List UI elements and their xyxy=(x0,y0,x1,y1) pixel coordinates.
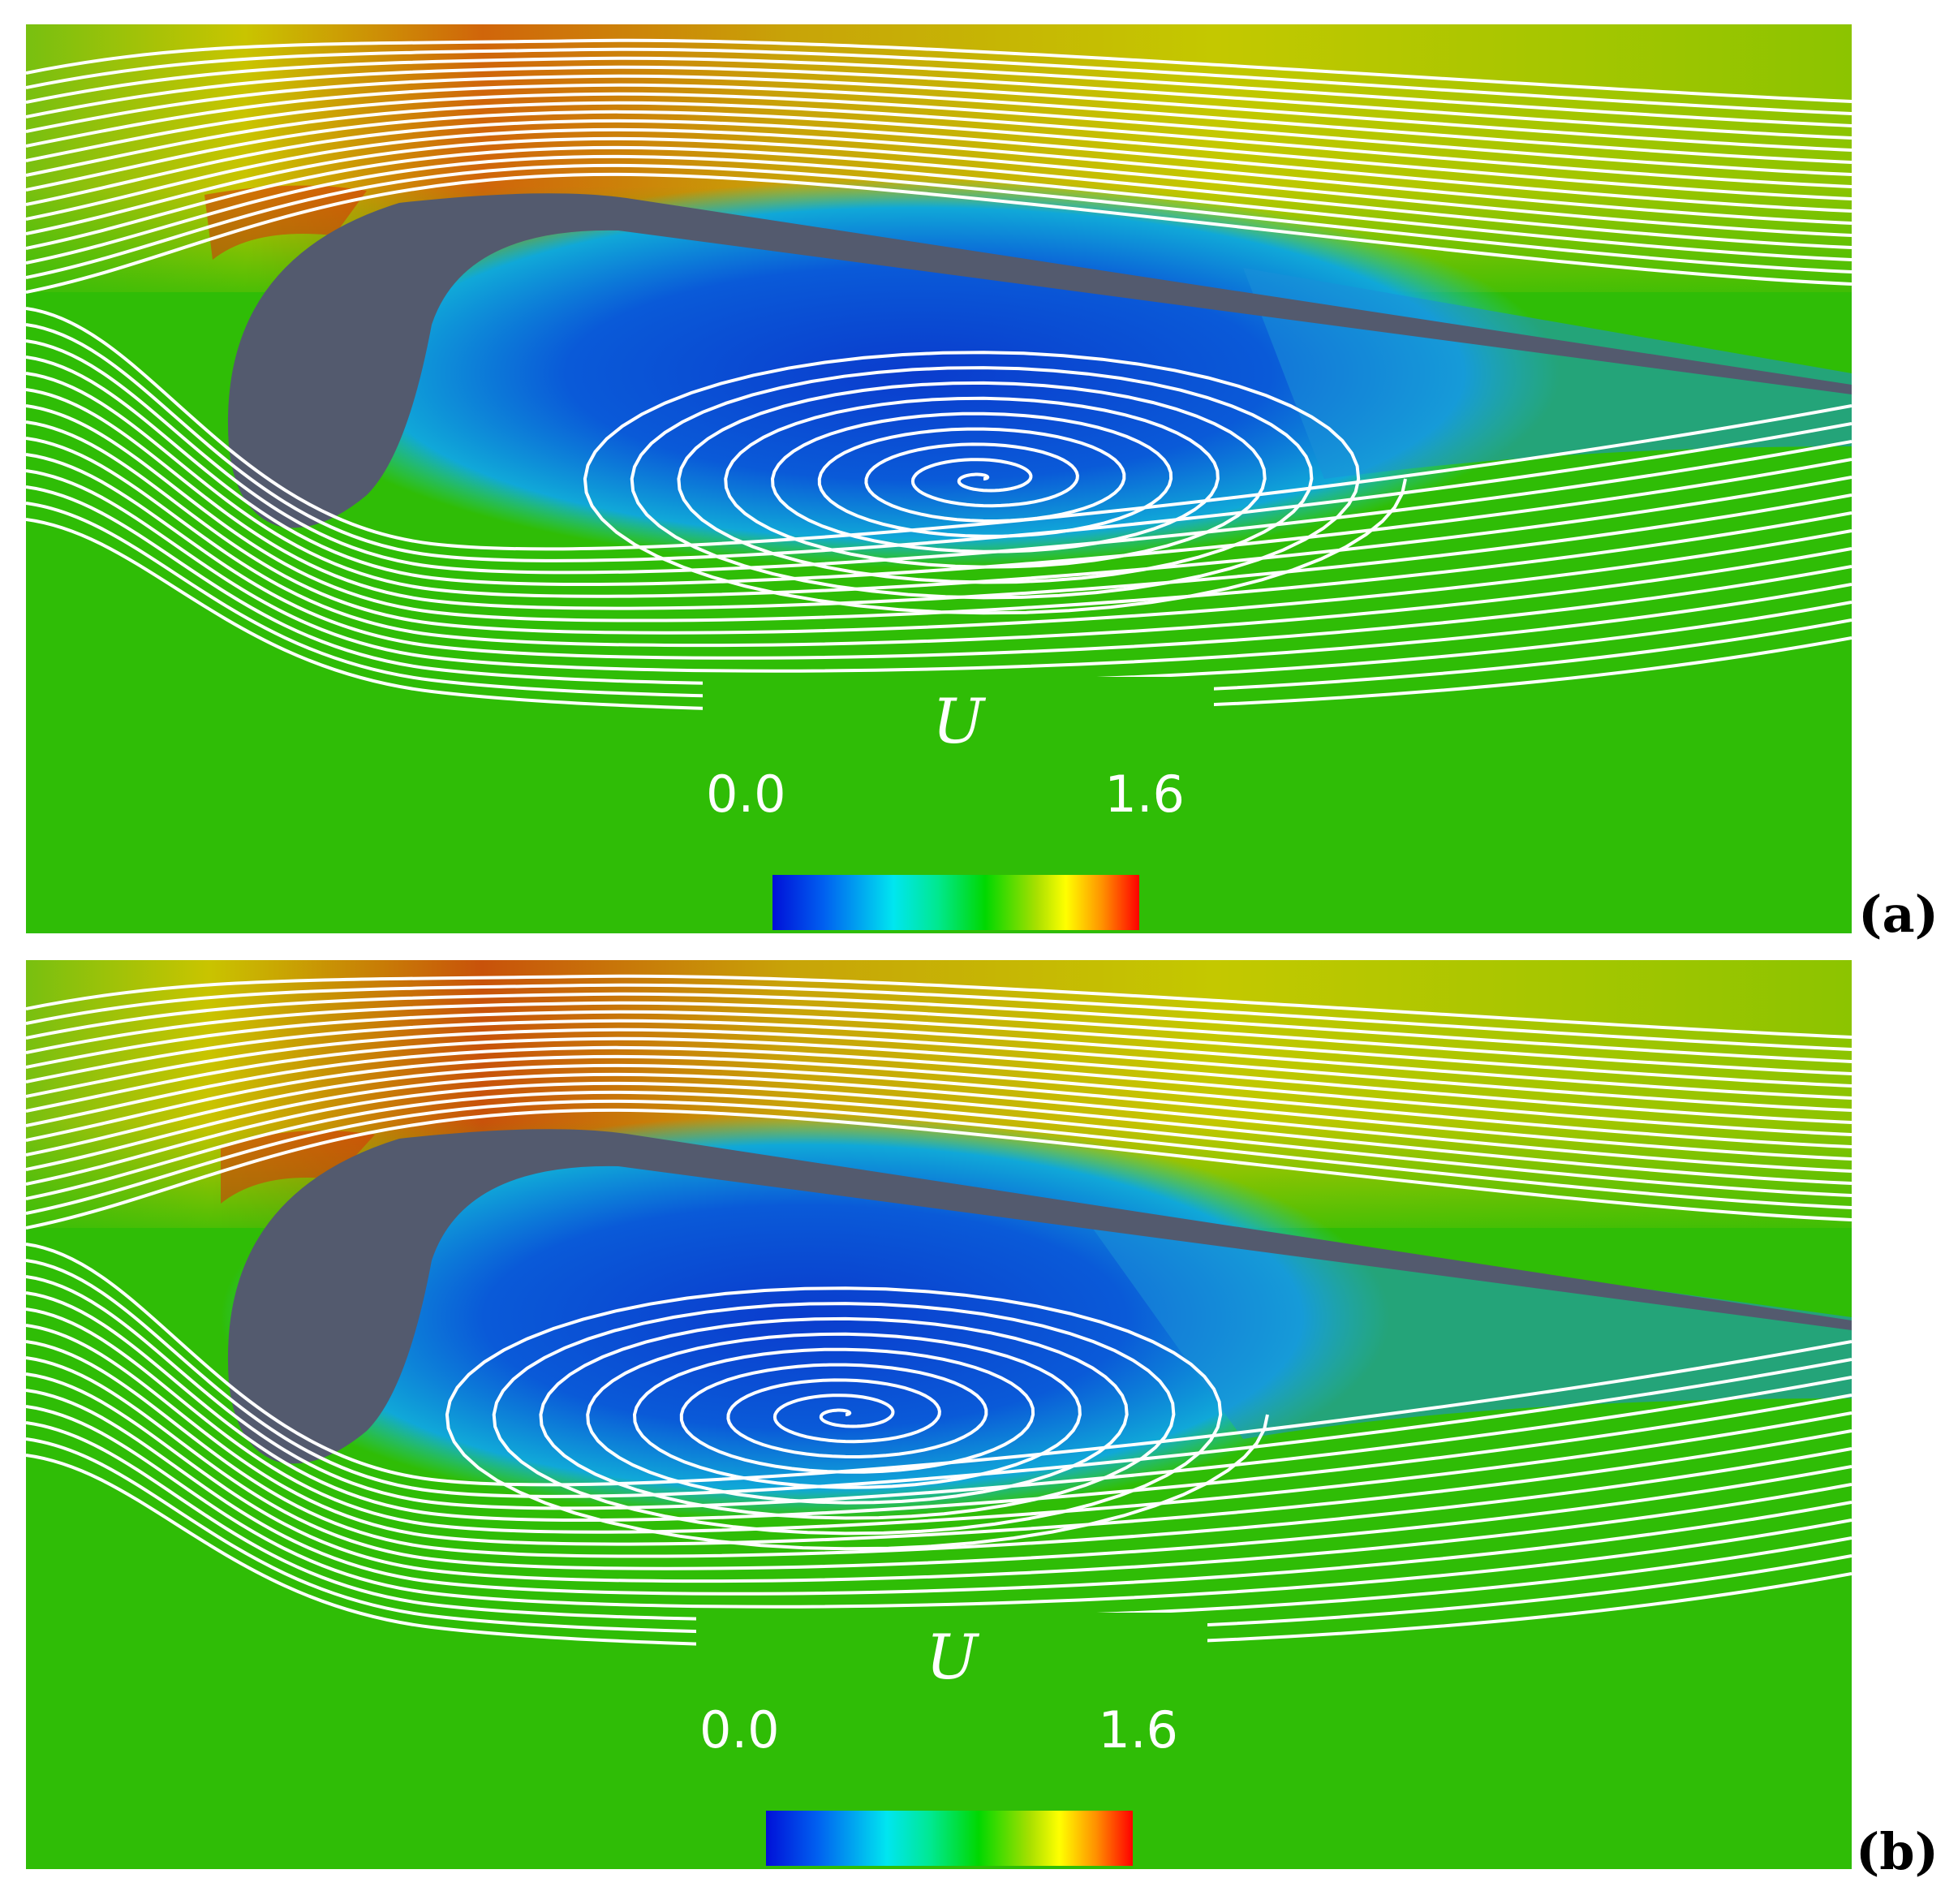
streamline xyxy=(26,1324,1852,1546)
streamline xyxy=(26,163,1852,279)
streamline xyxy=(26,1099,1852,1215)
streamline xyxy=(26,1405,1852,1609)
streamline xyxy=(26,118,1852,213)
panel-label-a: (a) xyxy=(1858,885,1939,944)
streamline xyxy=(26,388,1852,610)
streamline xyxy=(26,110,1852,200)
streamline xyxy=(26,1045,1852,1136)
streamline xyxy=(26,65,1852,140)
streamline xyxy=(26,1454,1852,1649)
legend-max: 1.6 xyxy=(1104,765,1185,824)
streamline xyxy=(26,1081,1852,1186)
streamline xyxy=(26,136,1852,237)
velocity-field-a xyxy=(26,24,1852,933)
streamline xyxy=(26,502,1852,700)
legend-min: 0.0 xyxy=(706,765,786,824)
vortex-streamline xyxy=(583,351,1407,615)
streamline xyxy=(26,453,1852,660)
streamline xyxy=(26,1437,1852,1635)
streamline xyxy=(26,992,1852,1063)
legend-max: 1.6 xyxy=(1098,1700,1178,1760)
streamline xyxy=(26,1356,1852,1570)
streamline xyxy=(26,47,1852,115)
streamline xyxy=(26,1372,1852,1583)
streamline xyxy=(26,101,1852,188)
streamline xyxy=(26,1389,1852,1596)
streamline xyxy=(26,172,1852,294)
streamline xyxy=(26,92,1852,176)
colorbar xyxy=(766,1811,1133,1866)
colorbar-legend: U 0.0 1.6 xyxy=(696,1613,1207,1869)
flow-panel-a: U 0.0 1.6 xyxy=(26,24,1852,933)
panel-label-b: (b) xyxy=(1855,1822,1939,1881)
streamline xyxy=(26,1027,1852,1112)
streamline xyxy=(26,1001,1852,1075)
streamline xyxy=(26,469,1852,673)
streamline xyxy=(26,1243,1852,1487)
streamline xyxy=(26,1275,1852,1510)
streamline xyxy=(26,1291,1852,1522)
legend-min: 0.0 xyxy=(699,1700,780,1760)
vortex-streamline xyxy=(445,1286,1269,1551)
streamline xyxy=(26,437,1852,648)
streamline xyxy=(26,974,1852,1039)
streamline xyxy=(26,983,1852,1051)
legend-title: U xyxy=(932,685,985,757)
streamline xyxy=(26,1036,1852,1124)
streamline xyxy=(26,307,1852,551)
streamline xyxy=(26,127,1852,225)
streamline xyxy=(26,372,1852,598)
streamline xyxy=(26,74,1852,152)
streamline xyxy=(26,38,1852,103)
legend-title: U xyxy=(925,1621,979,1693)
streamline xyxy=(26,56,1852,127)
streamline xyxy=(26,1054,1852,1148)
streamline xyxy=(26,1090,1852,1200)
streamline xyxy=(26,1108,1852,1230)
streamline xyxy=(26,1010,1852,1088)
streamline xyxy=(26,1340,1852,1558)
streamline xyxy=(26,83,1852,164)
flow-panel-b: U 0.0 1.6 xyxy=(26,960,1852,1869)
streamline xyxy=(26,1259,1852,1498)
streamline xyxy=(26,420,1852,635)
streamline xyxy=(26,323,1852,562)
colorbar-legend: U 0.0 1.6 xyxy=(703,677,1214,933)
streamline xyxy=(26,1019,1852,1100)
streamline xyxy=(26,154,1852,265)
streamline xyxy=(26,339,1852,575)
streamline xyxy=(26,355,1852,586)
streamline xyxy=(26,1307,1852,1534)
streamline xyxy=(26,1072,1852,1173)
streamline xyxy=(26,518,1852,713)
streamline xyxy=(26,1421,1852,1622)
colorbar xyxy=(772,875,1139,930)
streamline xyxy=(26,1063,1852,1161)
streamline xyxy=(26,485,1852,686)
streamline xyxy=(26,404,1852,622)
streamline xyxy=(26,145,1852,250)
